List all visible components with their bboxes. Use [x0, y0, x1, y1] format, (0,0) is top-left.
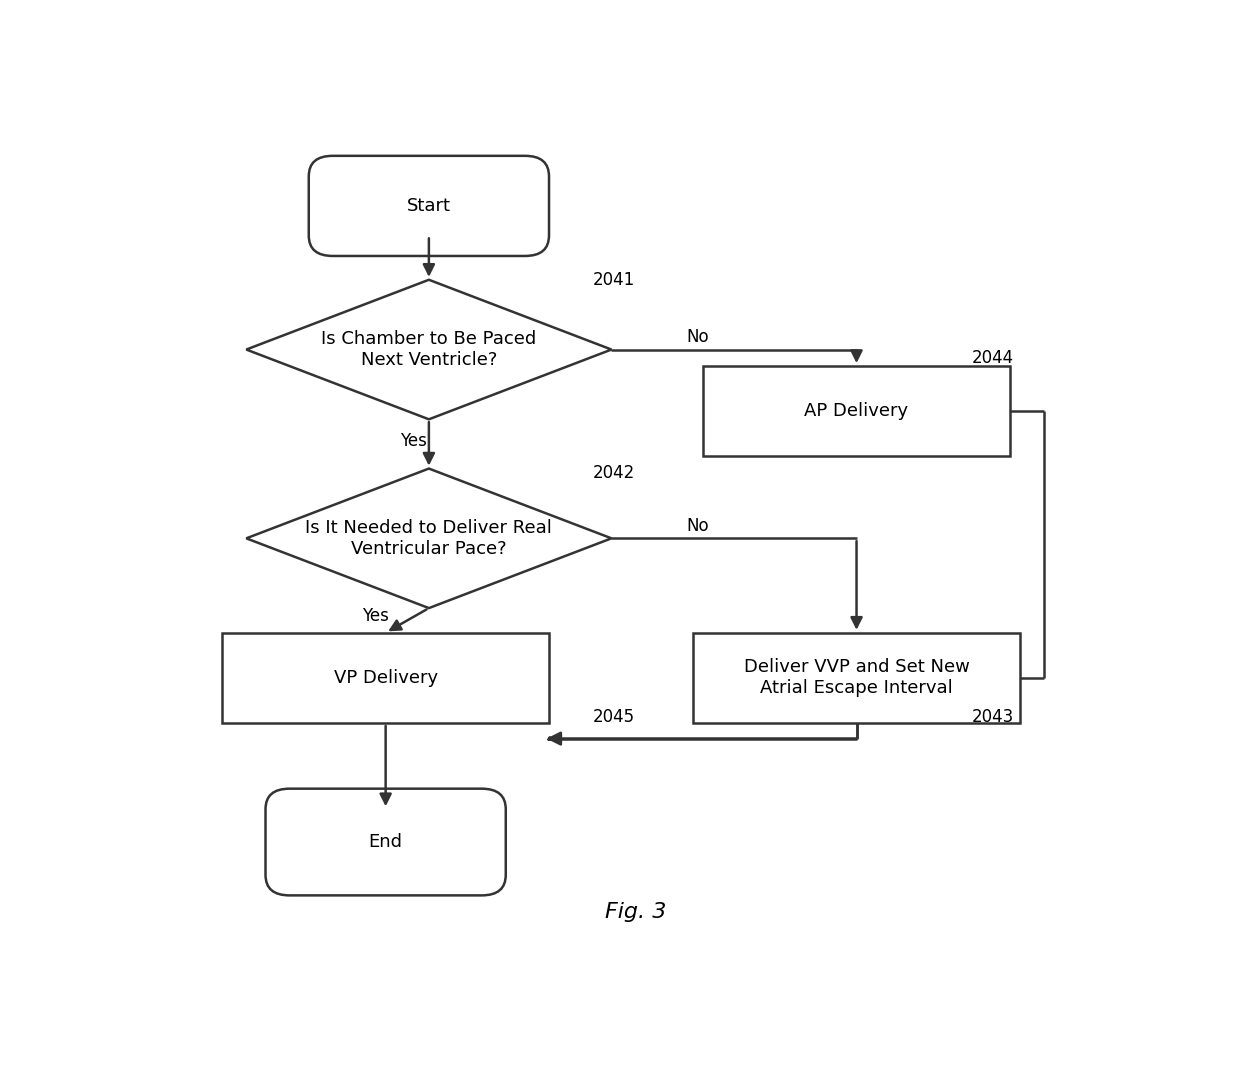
Text: 2041: 2041 [593, 271, 635, 289]
Text: End: End [368, 833, 403, 851]
Text: Is Chamber to Be Paced
Next Ventricle?: Is Chamber to Be Paced Next Ventricle? [321, 330, 537, 369]
Text: 2045: 2045 [593, 708, 635, 726]
Bar [703, 366, 1011, 456]
Text: Start: Start [407, 197, 451, 215]
Text: 2042: 2042 [593, 464, 635, 482]
Text: 2043: 2043 [972, 708, 1014, 726]
Text: No: No [687, 517, 709, 535]
Text: AP Delivery: AP Delivery [805, 402, 909, 420]
Text: Fig. 3: Fig. 3 [605, 903, 666, 922]
Text: 2044: 2044 [972, 349, 1014, 367]
Polygon shape [247, 279, 611, 419]
Bar [693, 633, 1019, 723]
FancyBboxPatch shape [309, 156, 549, 256]
Text: Deliver VVP and Set New
Atrial Escape Interval: Deliver VVP and Set New Atrial Escape In… [744, 659, 970, 697]
Text: No: No [687, 328, 709, 346]
Bar [222, 633, 549, 723]
Polygon shape [247, 469, 611, 608]
Text: Yes: Yes [362, 608, 388, 626]
Text: VP Delivery: VP Delivery [334, 668, 438, 687]
Text: Yes: Yes [401, 433, 427, 451]
Text: Is It Needed to Deliver Real
Ventricular Pace?: Is It Needed to Deliver Real Ventricular… [305, 519, 552, 558]
FancyBboxPatch shape [265, 789, 506, 895]
